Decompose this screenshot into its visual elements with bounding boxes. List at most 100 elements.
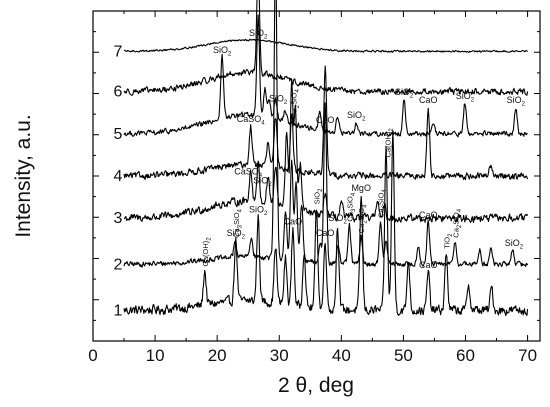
peak-label-main: CaSO xyxy=(237,114,262,124)
peak-label-main: SiO xyxy=(376,192,385,205)
peak-label-main: SiO xyxy=(213,45,228,55)
peak-label-sub: 4 xyxy=(295,89,301,93)
peak-label: SiO2 xyxy=(227,228,246,241)
peak-label-main: SiO xyxy=(313,192,322,205)
peak-label-main: SiO xyxy=(507,95,522,105)
peak-label-sub: 2 xyxy=(264,35,268,41)
peak-label: SiO2 xyxy=(395,87,414,100)
curve-number-4: 4 xyxy=(114,168,123,185)
peak-label-main: SiO xyxy=(357,208,366,221)
xrd-curve-5 xyxy=(123,14,528,138)
curve-number-7: 7 xyxy=(114,43,123,60)
peak-label-main: Ca xyxy=(376,208,385,218)
peak-label-sub: 2 xyxy=(448,233,454,237)
curve-number-1: 1 xyxy=(114,302,123,319)
peak-label-main: CaO xyxy=(419,95,438,105)
peak-label-main: SiO xyxy=(253,176,268,186)
peak-label-main: TiO xyxy=(442,237,451,249)
peak-label-sub: 2 xyxy=(295,104,301,108)
peak-label-main: SiO xyxy=(328,213,343,223)
peak-label-main: SiO xyxy=(456,91,471,101)
peak-label: SiO2 xyxy=(507,95,526,108)
x-tick-label: 10 xyxy=(146,346,165,365)
x-tick-label: 70 xyxy=(518,346,537,365)
peak-label-sub: 2 xyxy=(264,211,268,217)
x-tick-label: 30 xyxy=(270,346,289,365)
peak-label-sub: 4 xyxy=(237,208,243,212)
peak-label-sub: 4 xyxy=(259,173,263,179)
peak-label: CaO xyxy=(419,260,438,270)
peak-label-main: SiO xyxy=(269,93,284,103)
peak-label-sub: 4 xyxy=(351,192,357,196)
peak-label-sub: 2 xyxy=(268,182,272,188)
peak-label-main: MgO xyxy=(351,183,371,193)
curve-number-5: 5 xyxy=(114,126,123,143)
peak-label: SiO2 xyxy=(456,91,475,104)
axis-ticks xyxy=(92,11,540,341)
peak-label-main: SiO xyxy=(249,28,264,38)
peak-label-sub: 2 xyxy=(520,245,524,251)
peak-label: CaO xyxy=(316,115,335,125)
peak-label: Ca2SiO4 xyxy=(357,204,369,233)
peak-label: SiO2 xyxy=(313,188,325,205)
peak-label: Ca(OH)2 xyxy=(383,128,395,158)
peak-label-sub: 2 xyxy=(228,51,232,57)
peak-label-main: CaO xyxy=(316,228,335,238)
peak-label: SiO2 xyxy=(328,213,347,226)
peak-label: SiO2 xyxy=(253,176,272,189)
peak-label: CaSO4 xyxy=(234,167,263,180)
peak-label-sub: 3 xyxy=(351,208,357,212)
peak-label-main: Ca xyxy=(290,108,299,118)
peak-label-sub: 2 xyxy=(457,224,463,228)
peak-label-main: SiO xyxy=(347,110,362,120)
peak-label-sub: 2 xyxy=(522,101,526,107)
x-axis-title: 2 θ, deg xyxy=(278,374,354,397)
curve-number-6: 6 xyxy=(114,84,123,101)
peak-label: MgO xyxy=(351,183,371,193)
peak-label-sub: 2 xyxy=(206,237,212,241)
peak-label-main: SiO xyxy=(232,212,241,225)
peak-label-main: SiO xyxy=(345,196,354,209)
peak-label-main: Ca xyxy=(452,227,461,237)
y-axis-title: Intensity, a.u. xyxy=(12,114,35,237)
peak-label-main: CaO xyxy=(419,210,438,220)
peak-label: CaO xyxy=(419,210,438,220)
peak-label: CaO xyxy=(284,216,303,226)
peak-label: Ca2SiO4 xyxy=(452,208,464,237)
xrd-curve-7 xyxy=(123,38,528,53)
curve-numbers: 1 2 3 4 5 6 7 xyxy=(114,43,123,319)
peak-label-sub: 2 xyxy=(362,116,366,122)
x-tick-label: 0 xyxy=(88,346,97,365)
x-tick-label: 20 xyxy=(208,346,227,365)
peak-label-sub: 4 xyxy=(261,121,265,127)
peak-label-sub: 2 xyxy=(363,220,369,224)
peak-label: CaSO4 xyxy=(237,114,266,127)
peak-label-sub: 4 xyxy=(363,204,369,208)
peak-label-sub: 2 xyxy=(471,98,475,104)
peak-label-sub: 2 xyxy=(318,188,324,192)
peak-label-main: Ca(OH) xyxy=(383,131,392,157)
xrd-curve-3 xyxy=(123,78,529,224)
peak-label: Ca3SiO4 xyxy=(232,208,244,237)
peak-label-sub: 2 xyxy=(242,234,246,240)
peak-label: SiO2 xyxy=(213,45,232,58)
peak-label-main: CaO xyxy=(284,216,303,226)
peak-label-main: Ca(OH) xyxy=(201,240,210,266)
peak-label: SiO2 xyxy=(249,205,268,218)
peak-label: SiO2 xyxy=(505,238,524,251)
peak-label: SiO2 xyxy=(347,110,366,123)
curve-number-2: 2 xyxy=(114,256,123,273)
peak-label: Ca3SiO4 xyxy=(345,192,357,221)
peak-label-sub: 4 xyxy=(382,189,388,193)
peak-label-sub: 3 xyxy=(237,224,243,228)
peak-label-sub: 2 xyxy=(284,100,288,106)
peak-label: Ca3SiO4 xyxy=(376,189,388,218)
x-tick-labels: 0 10 20 30 40 50 60 70 xyxy=(88,346,537,365)
peak-label-main: SiO xyxy=(249,205,264,215)
peak-label-sub: 2 xyxy=(389,128,395,132)
peak-label: CaO xyxy=(419,95,438,105)
peak-label-main: Ca xyxy=(232,227,241,237)
